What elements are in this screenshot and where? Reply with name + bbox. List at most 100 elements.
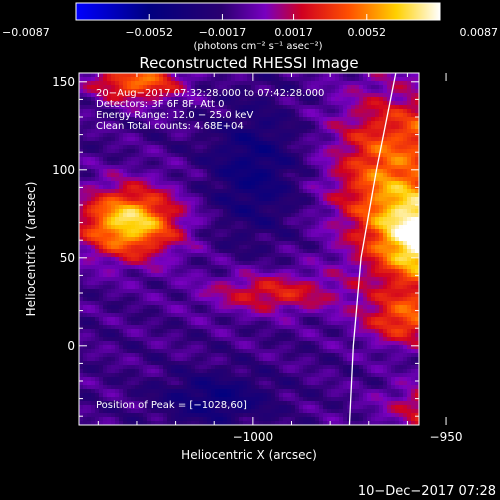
heatmap-cell [187,153,192,158]
heatmap-cell [339,233,344,238]
heatmap-cell [415,105,419,110]
heatmap-cell [275,133,280,138]
heatmap-cell [147,153,152,158]
heatmap-cell [175,241,180,246]
heatmap-cell [367,97,372,102]
heatmap-cell [155,213,160,218]
heatmap-cell [275,89,280,94]
heatmap-cell [187,293,192,298]
heatmap-cell [311,161,316,166]
heatmap-cell [83,277,88,282]
heatmap-cell [339,261,344,266]
heatmap-cell [339,149,344,154]
heatmap-cell [167,213,172,218]
heatmap-cell [331,133,336,138]
heatmap-cell [195,137,200,142]
heatmap-cell [167,229,172,234]
heatmap-cell [159,241,164,246]
heatmap-cell [263,305,268,310]
heatmap-cell [95,97,100,102]
heatmap-cell [179,193,184,198]
heatmap-cell [335,129,340,134]
heatmap-cell [147,233,152,238]
heatmap-cell [279,77,284,82]
heatmap-cell [287,125,292,130]
heatmap-cell [131,277,136,282]
heatmap-cell [279,293,284,298]
heatmap-cell [351,261,356,266]
heatmap-cell [367,177,372,182]
heatmap-cell [259,105,264,110]
heatmap-cell [235,249,240,254]
heatmap-cell [371,197,376,202]
heatmap-cell [283,93,288,98]
heatmap-cell [311,261,316,266]
heatmap-cell [383,257,388,262]
heatmap-cell [255,185,260,190]
heatmap-cell [335,297,340,302]
heatmap-cell [311,201,316,206]
heatmap-cell [411,145,416,150]
heatmap-cell [187,305,192,310]
heatmap-cell [335,237,340,242]
heatmap-cell [215,293,220,298]
heatmap-cell [127,101,132,106]
heatmap-cell [259,269,264,274]
heatmap-cell [147,185,152,190]
heatmap-cell [243,273,248,278]
heatmap-cell [411,141,416,146]
heatmap-cell [299,89,304,94]
heatmap-cell [171,273,176,278]
heatmap-cell [367,193,372,198]
heatmap-cell [347,197,352,202]
heatmap-cell [407,229,412,234]
heatmap-cell [211,93,216,98]
heatmap-cell [323,177,328,182]
heatmap-cell [199,125,204,130]
heatmap-cell [335,149,340,154]
heatmap-cell [243,177,248,182]
heatmap-cell [371,173,376,178]
heatmap-cell [251,213,256,218]
heatmap-cell [171,261,176,266]
heatmap-cell [135,265,140,270]
heatmap-cell [103,105,108,110]
heatmap-cell [139,173,144,178]
heatmap-cell [127,205,132,210]
heatmap-cell [287,217,292,222]
heatmap-cell [227,125,232,130]
heatmap-cell [211,221,216,226]
heatmap-cell [343,149,348,154]
heatmap-cell [191,117,196,122]
heatmap-cell [191,113,196,118]
heatmap-cell [175,225,180,230]
heatmap-cell [247,129,252,134]
heatmap-cell [111,221,116,226]
heatmap-cell [223,157,228,162]
heatmap-cell [163,129,168,134]
heatmap-cell [307,81,312,86]
heatmap-cell [231,225,236,230]
heatmap-cell [83,201,88,206]
heatmap-cell [107,197,112,202]
heatmap-cell [367,249,372,254]
heatmap-cell [399,289,404,294]
heatmap-cell [347,217,352,222]
heatmap-cell [223,245,228,250]
heatmap-cell [87,253,92,258]
heatmap-cell [135,273,140,278]
heatmap-cell [87,129,92,134]
heatmap-cell [199,157,204,162]
heatmap-cell [151,93,156,98]
heatmap-cell [331,221,336,226]
heatmap-cell [111,249,116,254]
heatmap-cell [135,157,140,162]
heatmap-cell [239,237,244,242]
heatmap-cell [115,269,120,274]
heatmap-cell [283,249,288,254]
heatmap-cell [119,301,124,306]
heatmap-cell [159,133,164,138]
heatmap-cell [87,169,92,174]
heatmap-cell [311,109,316,114]
heatmap-cell [375,121,380,126]
